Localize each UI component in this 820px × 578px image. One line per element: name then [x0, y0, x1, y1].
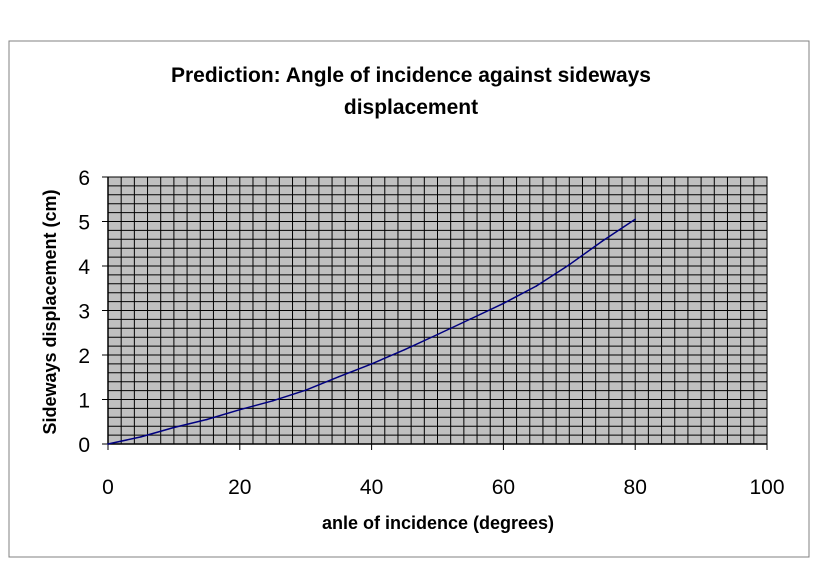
x-tick-label: 40 [360, 476, 383, 499]
series-point [337, 376, 340, 378]
x-tick-label: 80 [624, 476, 647, 499]
y-tick-label: 1 [78, 390, 90, 413]
series-point [568, 263, 571, 266]
x-tick-label: 60 [492, 476, 515, 499]
series-point [140, 436, 142, 438]
y-tick-label: 5 [78, 212, 90, 235]
x-tick-label: 100 [749, 476, 784, 499]
series-point [436, 333, 439, 336]
series-point [206, 418, 208, 421]
x-tick-label: 20 [228, 476, 251, 499]
series-point [304, 389, 307, 391]
y-tick-label: 0 [78, 434, 90, 457]
y-axis-title: Sideways displacement (cm) [40, 189, 60, 434]
series-point [107, 443, 109, 445]
y-tick-label: 6 [78, 167, 90, 190]
series-point [271, 400, 274, 402]
y-tick-label: 4 [78, 256, 90, 279]
series-point [173, 426, 175, 429]
y-tick-label: 2 [78, 345, 90, 368]
series-point [469, 318, 472, 320]
series-point [370, 363, 373, 365]
series-point [601, 240, 604, 242]
series-point [634, 218, 636, 221]
y-tick-label: 3 [78, 301, 90, 324]
chart-title-line-2: displacement [344, 96, 478, 119]
series-point [535, 285, 538, 287]
series-point [403, 348, 406, 351]
x-axis-title: anle of incidence (degrees) [322, 513, 554, 533]
series-point [239, 408, 241, 411]
series-point [502, 302, 505, 305]
chart-title-line-1: Prediction: Angle of incidence against s… [171, 64, 651, 87]
plot-area: 0 20 40 60 80 100 0 1 2 3 4 5 6 [78, 167, 784, 499]
x-tick-label: 0 [102, 476, 114, 499]
